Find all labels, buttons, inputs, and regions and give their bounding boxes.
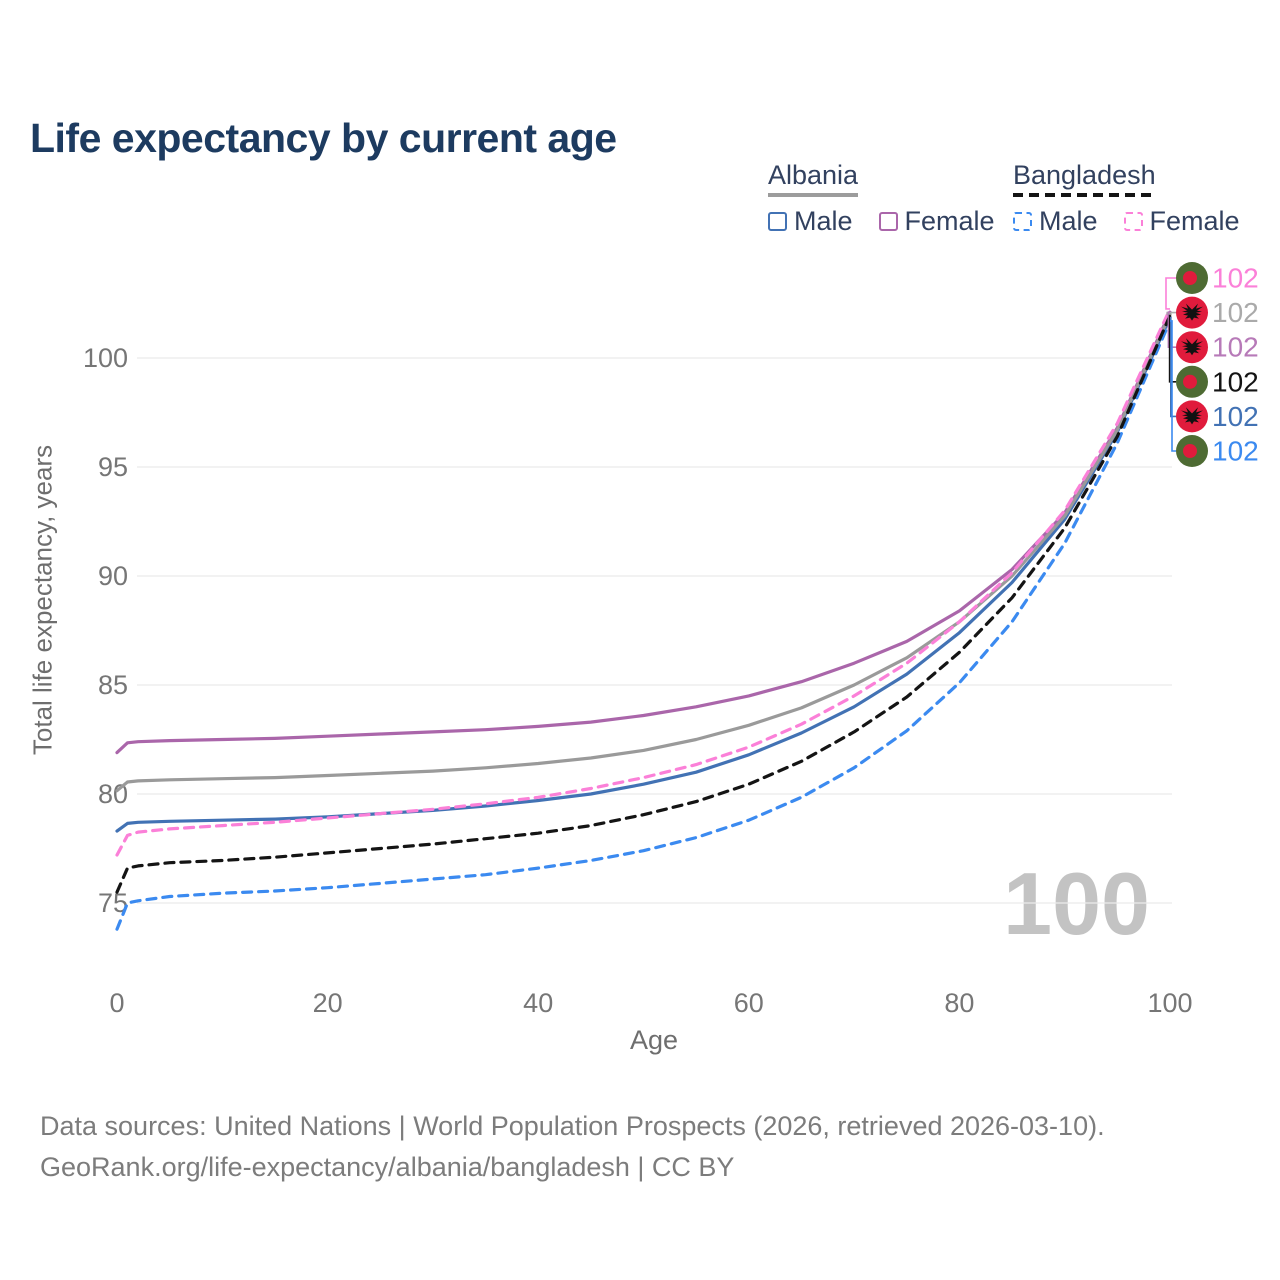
legend-country-bangladesh[interactable]: Bangladesh bbox=[1013, 160, 1156, 197]
x-tick-label-100: 100 bbox=[1147, 988, 1192, 1018]
y-tick-label-95: 95 bbox=[98, 452, 128, 482]
series-line-bangladesh-total[interactable] bbox=[115, 313, 1172, 894]
legend-item-label: Male bbox=[1039, 206, 1098, 236]
bangladesh-flag-dot bbox=[1183, 444, 1197, 458]
end-value-label-albania-female: 102 bbox=[1212, 332, 1259, 363]
y-tick-label-90: 90 bbox=[98, 561, 128, 591]
y-axis-title: Total life expectancy, years bbox=[27, 444, 58, 756]
legend-group-albania: Albania Male Female bbox=[768, 160, 995, 236]
end-value-label-bangladesh-total: 102 bbox=[1212, 366, 1259, 397]
series-line-bangladesh-male[interactable] bbox=[115, 319, 1172, 931]
end-value-label-bangladesh-female: 102 bbox=[1212, 263, 1259, 294]
double-headed-eagle-icon bbox=[1181, 303, 1203, 321]
series-line-albania-total[interactable] bbox=[115, 312, 1172, 793]
legend-item-bangladesh-male[interactable]: Male bbox=[1013, 206, 1098, 236]
double-headed-eagle-icon bbox=[1181, 338, 1203, 356]
end-marker-bangladesh-female[interactable] bbox=[1176, 262, 1208, 294]
x-axis-title: Age bbox=[629, 1025, 679, 1055]
bangladesh-line-style-swatch bbox=[1013, 193, 1156, 197]
bangladesh-male-checkbox bbox=[1013, 211, 1032, 231]
x-tick-label-60: 60 bbox=[734, 988, 764, 1018]
legend-group-bangladesh: Bangladesh Male Female bbox=[1013, 160, 1240, 236]
x-tick-label-20: 20 bbox=[313, 988, 343, 1018]
end-value-label-albania-total: 102 bbox=[1212, 297, 1259, 328]
end-marker-albania-male[interactable] bbox=[1176, 400, 1208, 433]
double-headed-eagle-icon bbox=[1181, 407, 1203, 425]
legend-item-label: Male bbox=[794, 206, 853, 236]
series-line-bangladesh-female[interactable] bbox=[115, 307, 1172, 857]
legend-item-label: Female bbox=[904, 206, 995, 236]
legend-country-label: Bangladesh bbox=[1013, 160, 1156, 190]
legend-item-bangladesh-female[interactable]: Female bbox=[1123, 206, 1240, 236]
leader-line-albania-male bbox=[1170, 316, 1176, 418]
legend-item-albania-male[interactable]: Male bbox=[768, 206, 853, 236]
data-sources-text: Data sources: United Nations | World Pop… bbox=[40, 1111, 1105, 1141]
bangladesh-flag-dot bbox=[1183, 374, 1197, 389]
albania-male-checkbox bbox=[768, 211, 787, 231]
albania-female-checkbox bbox=[878, 211, 898, 231]
end-marker-bangladesh-total[interactable] bbox=[1176, 365, 1208, 398]
legend-item-albania-female[interactable]: Female bbox=[878, 206, 995, 236]
page-title: Life expectancy by current age bbox=[30, 115, 617, 162]
legend-country-label: Albania bbox=[768, 160, 859, 190]
albania-line-style-swatch bbox=[768, 193, 859, 197]
leader-line-bangladesh-male bbox=[1170, 320, 1176, 452]
end-value-label-albania-male: 102 bbox=[1212, 401, 1259, 432]
attribution-text: GeoRank.org/life-expectancy/albania/bang… bbox=[40, 1152, 735, 1182]
y-tick-label-85: 85 bbox=[98, 670, 128, 700]
series-line-albania-female[interactable] bbox=[115, 310, 1172, 755]
x-tick-label-0: 0 bbox=[109, 988, 124, 1018]
bangladesh-female-checkbox bbox=[1123, 211, 1143, 231]
y-tick-label-100: 100 bbox=[83, 343, 128, 373]
leader-line-bangladesh-female bbox=[1165, 277, 1176, 310]
end-value-label-bangladesh-male: 102 bbox=[1212, 436, 1259, 467]
legend-country-albania[interactable]: Albania bbox=[768, 160, 859, 197]
legend-item-label: Female bbox=[1149, 206, 1240, 236]
series-line-albania-male[interactable] bbox=[115, 316, 1172, 833]
x-tick-label-40: 40 bbox=[523, 988, 553, 1018]
end-marker-albania-female[interactable] bbox=[1176, 331, 1208, 364]
x-tick-label-80: 80 bbox=[944, 988, 974, 1018]
end-marker-albania-total[interactable] bbox=[1176, 296, 1208, 329]
footer: Data sources: United Nations | World Pop… bbox=[40, 1106, 1105, 1188]
end-marker-bangladesh-male[interactable] bbox=[1176, 435, 1208, 467]
bangladesh-flag-dot bbox=[1183, 271, 1197, 285]
